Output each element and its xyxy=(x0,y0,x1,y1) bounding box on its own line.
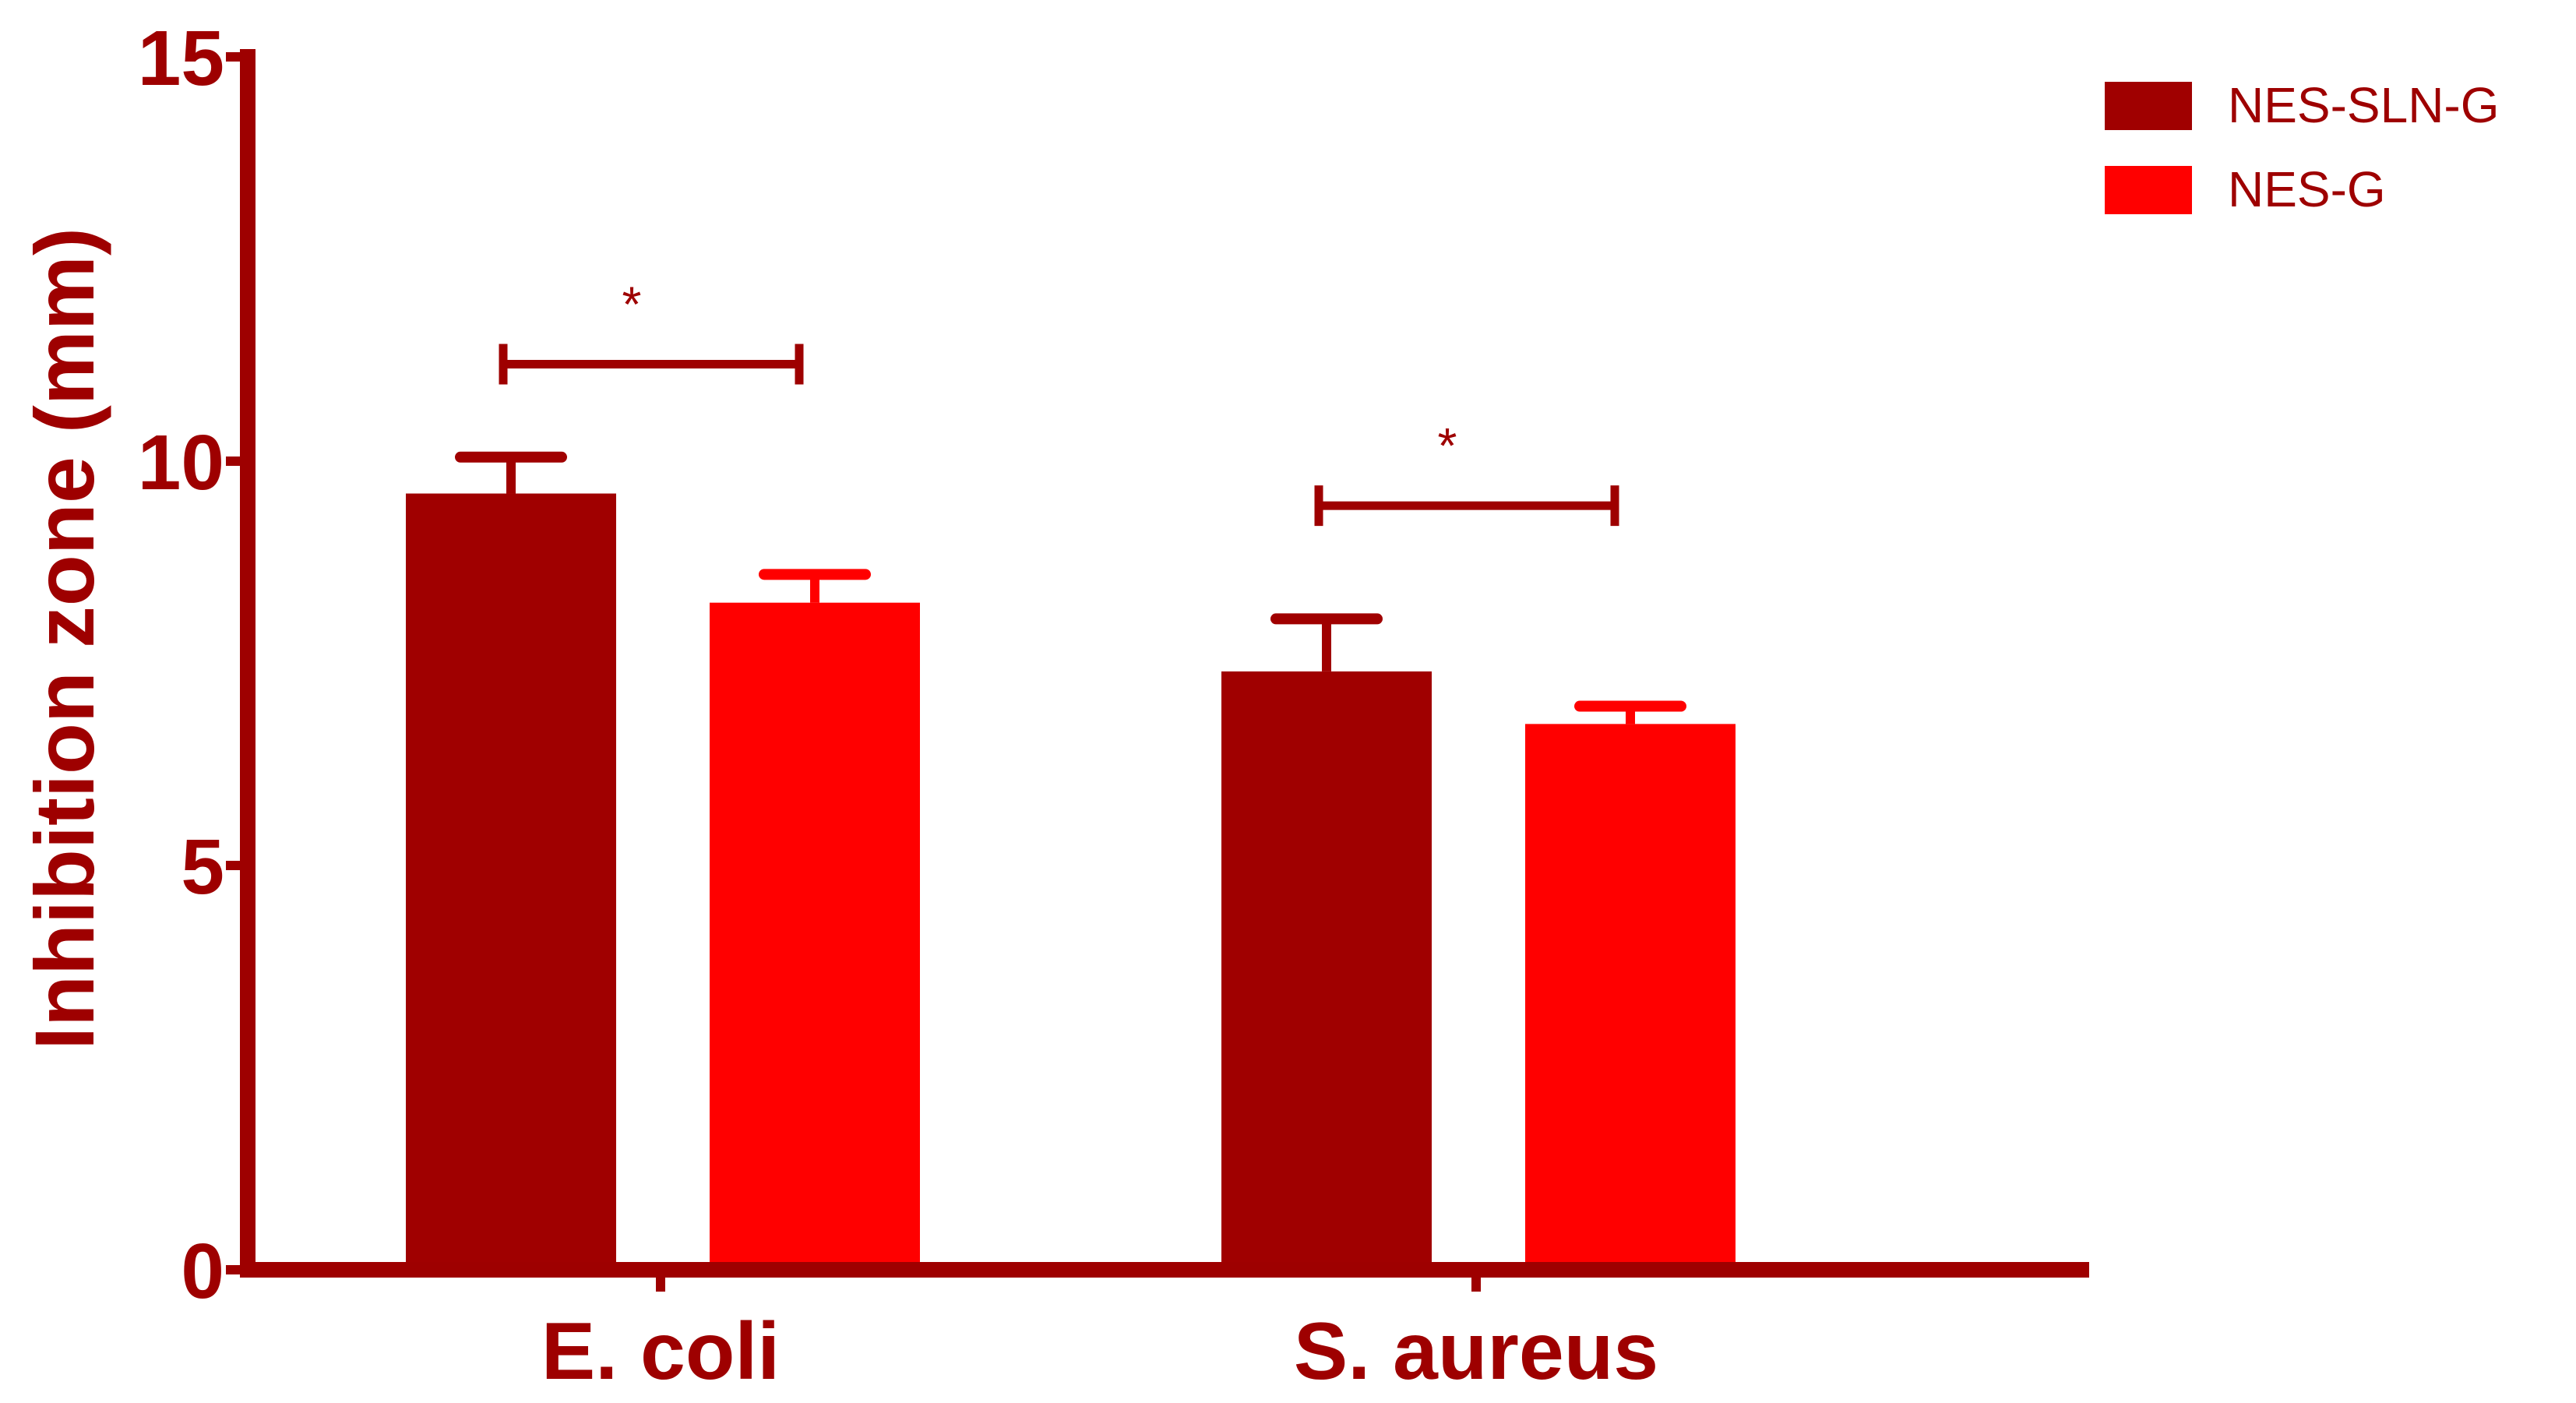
bar-e-coli-nes-sln-g xyxy=(406,493,616,1270)
significance-label: * xyxy=(622,276,642,332)
x-tick-label: S. aureus xyxy=(1294,1306,1658,1397)
axes-layer: 0 5 10 15 E. coli S. aureus xyxy=(138,15,2089,1397)
y-axis-title: Inhibition zone (mm) xyxy=(17,227,111,1050)
bars-layer xyxy=(406,493,1736,1270)
error-bars-layer xyxy=(455,451,1686,724)
y-tick-label: 15 xyxy=(138,15,224,102)
legend-label-nes-g: NES-G xyxy=(2228,161,2386,217)
legend-label-nes-sln-g: NES-SLN-G xyxy=(2228,77,2500,133)
x-tick-label: E. coli xyxy=(541,1306,780,1397)
significance-layer: ** xyxy=(499,276,1619,527)
bar-s-aureus-nes-g xyxy=(1525,724,1736,1270)
legend: NES-SLN-G NES-G xyxy=(2105,77,2500,217)
legend-swatch-nes-g xyxy=(2105,166,2192,214)
y-tick-label: 0 xyxy=(181,1228,224,1315)
legend-swatch-nes-sln-g xyxy=(2105,82,2192,130)
y-tick-label: 10 xyxy=(138,419,224,506)
bar-s-aureus-nes-sln-g xyxy=(1221,671,1432,1270)
significance-label: * xyxy=(1438,418,1457,474)
bar-e-coli-nes-g xyxy=(710,602,920,1270)
y-tick-label: 5 xyxy=(181,823,224,911)
